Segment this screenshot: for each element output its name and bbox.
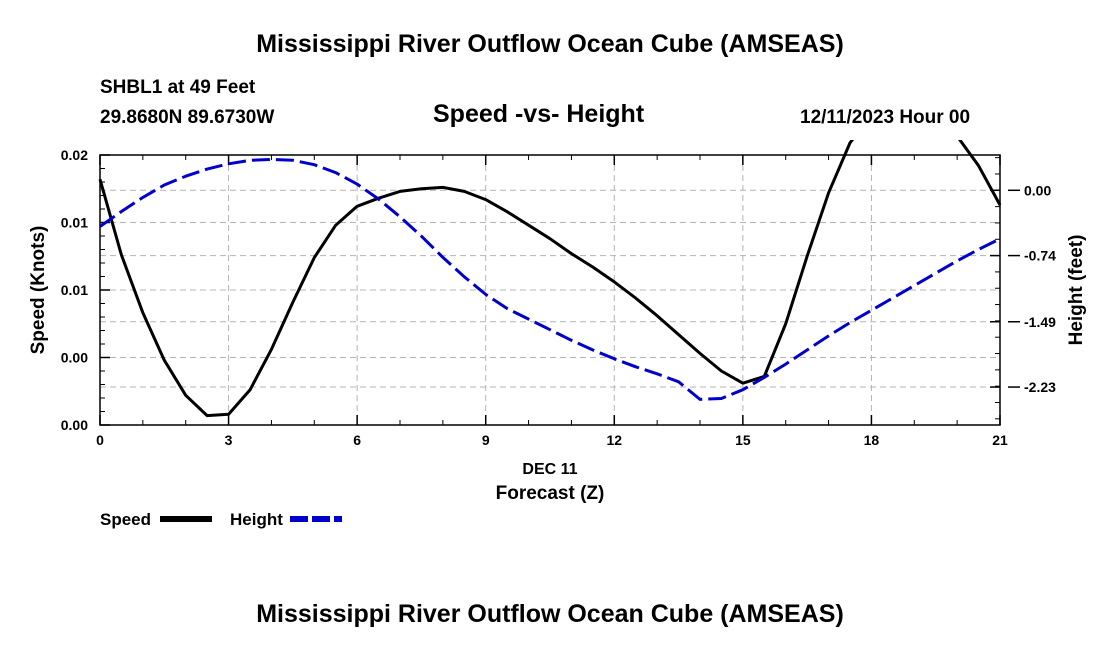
x-tick-label: 15 [735, 432, 751, 448]
x-tick-label: 12 [606, 432, 622, 448]
y2-tick-label: -2.23 [1024, 379, 1056, 395]
y-tick-label: 0.02 [61, 147, 88, 163]
date-label: 12/11/2023 Hour 00 [800, 107, 971, 128]
y2-axis-title: Height (feet) [1066, 235, 1087, 346]
y-tick-label: 0.00 [61, 350, 88, 366]
series [98, 140, 1002, 418]
speed-height-chart: 0 3 6 9 12 15 18 21 0.00 0.00 0.01 0.01 0.02 0.00 -0.7… [28, 140, 1087, 504]
y-tick-label: 0.00 [61, 417, 88, 433]
chart-subtitle: Speed -vs- Height [433, 100, 645, 128]
x-tick-label: 0 [96, 432, 104, 448]
legend-speed-swatch [160, 516, 212, 522]
y2-tick-label: 0.00 [1024, 182, 1051, 198]
x-axis-date-label: DEC 11 [522, 461, 577, 478]
x-axis-title: Forecast (Z) [496, 483, 605, 504]
x-tick-label: 6 [353, 432, 361, 448]
x-tick-label: 21 [992, 432, 1008, 448]
coordinates-label: 29.8680N 89.6730W [100, 107, 275, 128]
y-tick-label: 0.01 [61, 282, 88, 298]
legend-speed-label: Speed [100, 510, 152, 529]
station-label: SHBL1 at 49 Feet [100, 77, 256, 98]
speed-series-line [98, 140, 1002, 418]
legend-height-label: Height [230, 510, 283, 529]
y-axis-title: Speed (Knots) [28, 226, 49, 355]
height-series-line [99, 157, 1001, 401]
footer-title: Mississippi River Outflow Ocean Cube (AM… [256, 600, 844, 628]
legend-height-swatch [290, 516, 342, 522]
y2-tick-label: -1.49 [1024, 314, 1056, 330]
x-tick-label: 3 [225, 432, 233, 448]
x-tick-label: 18 [864, 432, 880, 448]
grid [100, 155, 1000, 425]
main-title: Mississippi River Outflow Ocean Cube (AM… [256, 30, 844, 58]
y2-tick-label: -0.74 [1024, 248, 1056, 264]
axes: 0 3 6 9 12 15 18 21 0.00 0.00 0.01 0.01 0.02 0.00 -0.7… [61, 147, 1056, 448]
y-tick-label: 0.01 [61, 215, 88, 231]
x-tick-label: 9 [482, 432, 490, 448]
